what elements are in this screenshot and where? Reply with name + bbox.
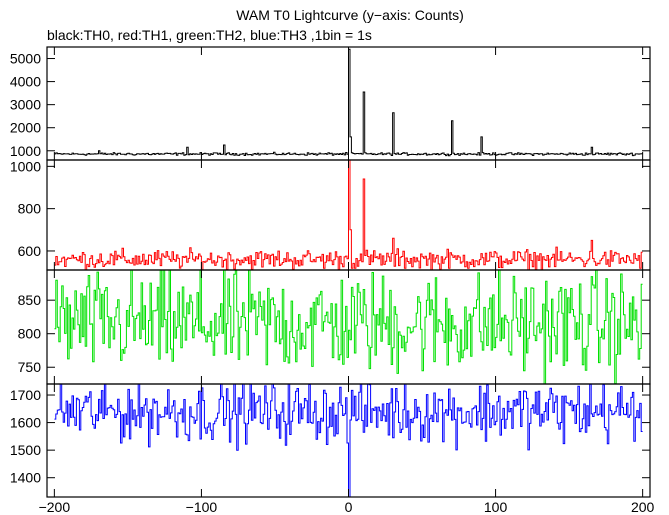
y-tick-label: 5000 (10, 51, 41, 67)
chart-title: WAM T0 Lightcurve (y−axis: Counts) (236, 7, 464, 23)
y-tick-label: 1700 (10, 387, 41, 403)
series-line-th3 (54, 383, 643, 498)
series-line-th2 (54, 269, 643, 385)
x-tick-label: 100 (484, 499, 508, 515)
y-tick-label: 1600 (10, 415, 41, 431)
x-tick-label: −100 (186, 499, 218, 515)
y-tick-label: 600 (18, 243, 42, 259)
series-line-th1 (54, 159, 643, 271)
series-line-th0 (54, 48, 643, 157)
y-tick-label: 750 (18, 359, 42, 375)
x-tick-label: 0 (345, 499, 353, 515)
x-tick-label: 200 (631, 499, 655, 515)
x-tick-label: −200 (39, 499, 71, 515)
y-tick-label: 3000 (10, 97, 41, 113)
y-tick-label: 1000 (10, 158, 41, 174)
panel-frame-th2 (46, 269, 651, 385)
y-tick-label: 1400 (10, 470, 41, 486)
y-tick-label: 2000 (10, 120, 41, 136)
y-tick-label: 800 (18, 201, 42, 217)
chart-legend-subtitle: black:TH0, red:TH1, green:TH2, blue:TH3 … (47, 27, 372, 43)
y-tick-label: 1500 (10, 442, 41, 458)
y-tick-label: 1000 (10, 143, 41, 159)
y-tick-label: 800 (18, 326, 42, 342)
y-tick-label: 850 (18, 292, 42, 308)
y-tick-label: 4000 (10, 74, 41, 90)
